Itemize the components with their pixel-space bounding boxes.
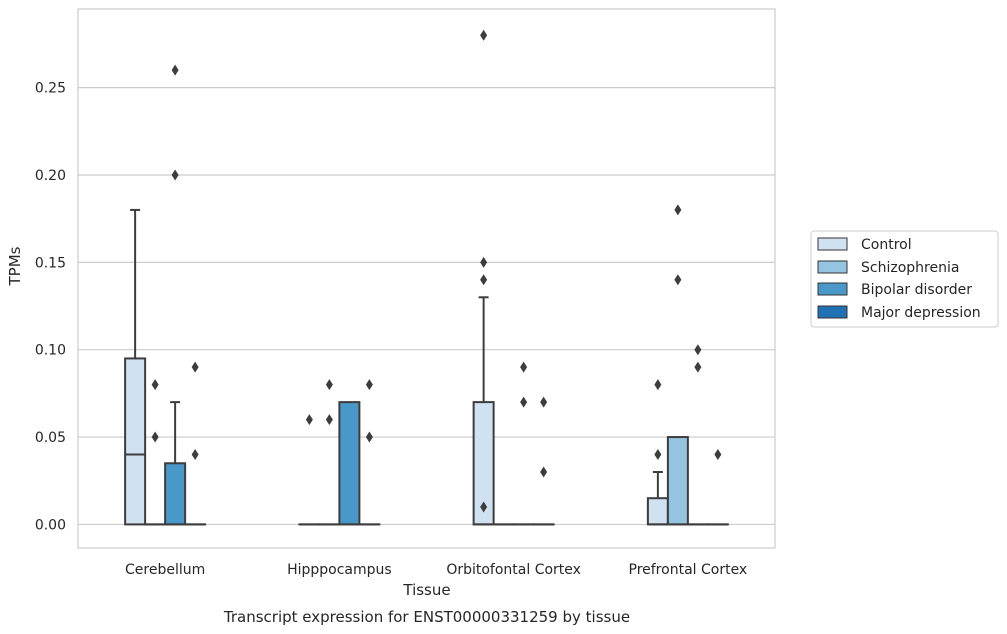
legend-swatch-schizophrenia xyxy=(817,260,848,274)
y-tick-label: 0.00 xyxy=(35,517,66,533)
box-group xyxy=(472,29,495,526)
legend-label-bipolar: Bipolar disorder xyxy=(861,282,972,298)
box-group xyxy=(686,344,709,526)
x-tick-label: Cerebellum xyxy=(125,562,205,578)
outlier-point xyxy=(674,274,682,286)
box-group xyxy=(666,204,689,526)
legend-label-schizophrenia: Schizophrenia xyxy=(861,260,959,276)
outlier-point xyxy=(325,414,333,426)
box-group xyxy=(512,361,535,526)
box-group xyxy=(532,396,555,526)
x-tick-label: Hipppocampus xyxy=(287,562,392,578)
box-group xyxy=(298,414,321,526)
outlier-point xyxy=(365,379,373,391)
y-tick-label: 0.25 xyxy=(35,81,66,97)
box-group xyxy=(184,361,207,526)
y-tick-label: 0.05 xyxy=(35,430,66,446)
outlier-point xyxy=(480,501,488,513)
outlier-point xyxy=(325,379,333,391)
y-tick-label: 0.15 xyxy=(35,255,66,271)
legend-label-major-depression: Major depression xyxy=(861,305,981,321)
outlier-point xyxy=(480,256,488,268)
outlier-point xyxy=(674,204,682,216)
outlier-point xyxy=(151,431,159,443)
outlier-point xyxy=(305,414,313,426)
legend-label-control: Control xyxy=(861,237,912,253)
outlier-point xyxy=(191,361,199,373)
legend-frame xyxy=(810,230,999,328)
x-axis-label: Tissue xyxy=(402,581,450,599)
outlier-point xyxy=(540,396,548,408)
outlier-point xyxy=(365,431,373,443)
x-axis-ticks: Cerebellum Hipppocampus Orbitofontal Corte… xyxy=(125,562,747,578)
box xyxy=(124,357,147,526)
box xyxy=(646,497,669,526)
box-group xyxy=(124,208,147,526)
y-axis-label: TPMs xyxy=(6,246,24,286)
y-tick-label: 0.10 xyxy=(35,343,66,359)
outlier-point xyxy=(480,29,488,41)
x-tick-label: Orbitofontal Cortex xyxy=(446,562,581,578)
x-tick-label: Prefrontal Cortex xyxy=(629,562,748,578)
legend-swatch-major-depression xyxy=(817,305,848,319)
box-group xyxy=(358,379,381,526)
outlier-point xyxy=(694,361,702,373)
outlier-point xyxy=(480,274,488,286)
outlier-point xyxy=(191,449,199,461)
box-group xyxy=(338,401,361,526)
outlier-point xyxy=(714,449,722,461)
plot-area-frame xyxy=(77,8,776,549)
y-tick-label: 0.20 xyxy=(35,168,66,184)
box-group xyxy=(318,379,341,526)
outlier-point xyxy=(520,361,528,373)
box xyxy=(164,462,187,526)
box-group xyxy=(706,449,729,526)
outlier-point xyxy=(654,449,662,461)
legend-swatch-control xyxy=(817,237,848,251)
outlier-point xyxy=(694,344,702,356)
box-plot-marks xyxy=(124,29,729,526)
legend-swatch-bipolar xyxy=(817,282,848,296)
box-group xyxy=(164,64,187,526)
box xyxy=(666,436,689,526)
outlier-point xyxy=(540,466,548,478)
y-axis-ticks: 0.00 0.05 0.10 0.15 0.20 0.25 xyxy=(35,81,66,534)
box-group xyxy=(646,379,669,526)
outlier-point xyxy=(171,169,179,181)
outlier-point xyxy=(151,379,159,391)
box xyxy=(338,401,361,526)
outlier-point xyxy=(520,396,528,408)
chart-title: Transcript expression for ENST0000033125… xyxy=(223,608,630,626)
outlier-point xyxy=(654,379,662,391)
box-group xyxy=(144,379,167,526)
outlier-point xyxy=(171,64,179,76)
legend: Control Schizophrenia Bipolar disorder M… xyxy=(810,230,999,328)
